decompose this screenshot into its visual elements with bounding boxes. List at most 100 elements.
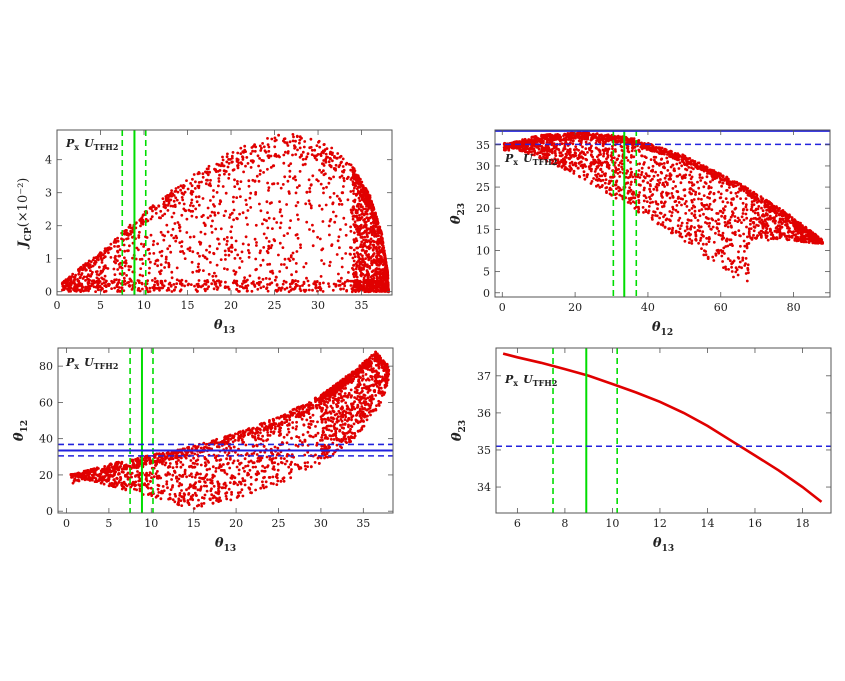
data-point <box>188 235 192 239</box>
data-point <box>741 256 745 260</box>
data-point <box>376 241 380 245</box>
data-point <box>722 266 725 269</box>
data-point <box>159 263 163 267</box>
data-point <box>166 230 170 234</box>
data-point <box>87 279 91 283</box>
data-point <box>704 253 708 257</box>
data-point <box>249 159 253 163</box>
data-point <box>305 190 309 194</box>
data-point <box>116 236 119 240</box>
data-point <box>180 191 184 195</box>
data-point <box>605 190 608 193</box>
data-point <box>354 184 357 188</box>
data-point <box>307 288 311 292</box>
data-point <box>361 272 365 276</box>
data-point <box>592 177 595 180</box>
data-point <box>640 154 643 158</box>
data-point <box>779 235 783 238</box>
data-point <box>207 164 211 168</box>
data-point <box>746 193 750 197</box>
data-point <box>127 244 131 248</box>
data-point <box>739 184 743 188</box>
data-point <box>295 250 299 253</box>
data-point <box>530 153 534 157</box>
data-point <box>303 162 307 166</box>
data-point <box>364 193 368 197</box>
data-point <box>241 150 245 154</box>
data-point <box>349 225 352 229</box>
data-point <box>671 231 674 235</box>
data-point <box>337 235 341 239</box>
data-point <box>690 212 694 215</box>
y-tick-label: 2 <box>45 220 52 233</box>
data-point <box>594 167 598 171</box>
data-point <box>607 147 611 151</box>
data-point <box>774 219 777 223</box>
data-point <box>245 203 248 207</box>
data-point <box>715 226 719 230</box>
data-point <box>771 233 775 237</box>
data-point <box>374 246 378 249</box>
data-point <box>298 184 301 188</box>
data-point <box>685 225 689 229</box>
data-point <box>360 235 364 239</box>
data-point <box>196 172 200 176</box>
data-point <box>255 244 258 247</box>
data-point <box>370 259 373 263</box>
data-point <box>301 163 305 167</box>
data-point <box>161 197 165 201</box>
data-point <box>68 283 72 287</box>
data-point <box>564 155 567 159</box>
data-point <box>721 200 725 204</box>
data-point <box>312 282 316 286</box>
data-point <box>255 174 259 178</box>
data-point <box>340 276 343 280</box>
data-point <box>550 161 554 165</box>
data-point <box>584 140 588 144</box>
data-point <box>521 144 525 148</box>
data-point <box>170 290 174 293</box>
data-point <box>173 190 177 193</box>
data-point <box>665 192 669 196</box>
data-point <box>594 178 598 182</box>
data-point <box>541 146 545 150</box>
data-point <box>235 287 239 291</box>
data-point <box>656 173 660 177</box>
data-point <box>572 169 576 173</box>
data-point <box>614 136 618 140</box>
data-point <box>215 279 219 283</box>
data-point <box>552 144 556 148</box>
data-point <box>207 183 211 187</box>
x-axis-label: θ13 <box>214 318 235 336</box>
data-point <box>571 163 575 167</box>
data-point <box>138 273 142 277</box>
data-point <box>735 181 739 185</box>
data-point <box>352 259 356 263</box>
data-point <box>275 221 279 224</box>
data-point <box>167 261 171 265</box>
data-point <box>106 246 109 250</box>
data-point <box>238 285 242 288</box>
data-point <box>687 241 691 245</box>
data-point <box>316 289 319 293</box>
data-point <box>284 150 287 154</box>
data-point <box>175 266 179 270</box>
data-point <box>694 231 697 234</box>
data-point <box>230 225 234 229</box>
data-point <box>693 209 697 213</box>
data-point <box>227 253 231 257</box>
data-point <box>99 272 102 275</box>
data-point <box>554 152 557 155</box>
data-point <box>595 184 598 188</box>
data-point <box>202 213 205 217</box>
data-point <box>118 272 122 276</box>
data-point <box>377 281 381 285</box>
data-point <box>361 257 364 260</box>
data-point <box>166 204 170 207</box>
data-point <box>375 263 379 267</box>
data-point <box>72 280 76 284</box>
data-point <box>707 240 711 244</box>
data-point <box>539 151 542 154</box>
data-point <box>308 146 312 150</box>
data-point <box>122 276 126 280</box>
